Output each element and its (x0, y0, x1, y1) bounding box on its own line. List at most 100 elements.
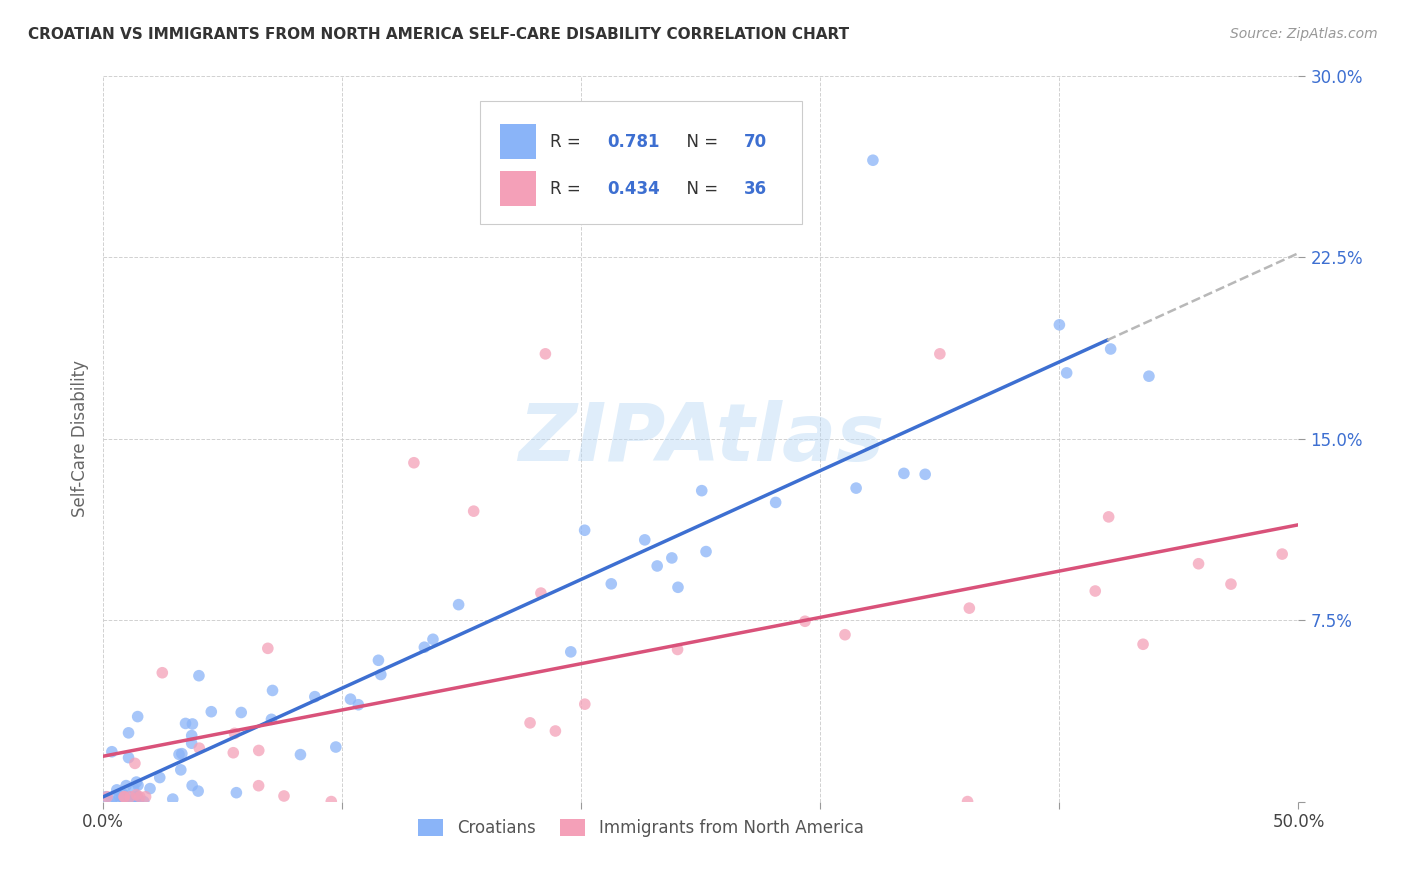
Point (100, 795, 122, 809)
Point (188, 741, 211, 756)
Legend: Croatians, Immigrants from North America: Croatians, Immigrants from North America (412, 813, 870, 844)
Point (634, 533, 657, 547)
Point (862, 153, 884, 168)
Point (928, 347, 950, 361)
Text: ZIPAtlas: ZIPAtlas (517, 400, 884, 477)
Point (273, 789, 295, 803)
Point (125, 788, 148, 802)
Point (834, 628, 856, 642)
Point (117, 726, 139, 740)
Point (1187, 557, 1209, 571)
Point (1137, 369, 1160, 384)
Point (534, 347, 557, 361)
Point (530, 586, 553, 600)
Point (695, 544, 717, 558)
Point (956, 795, 979, 809)
Point (893, 467, 915, 481)
Point (690, 483, 713, 498)
Point (262, 683, 284, 698)
Text: R =: R = (550, 133, 586, 151)
Text: 0.434: 0.434 (607, 180, 661, 198)
Point (127, 791, 149, 805)
Point (125, 775, 148, 789)
Point (112, 788, 135, 802)
Point (1132, 637, 1154, 651)
Point (108, 789, 131, 804)
Point (128, 789, 150, 804)
Point (167, 747, 190, 762)
Point (174, 716, 197, 731)
Point (139, 781, 162, 796)
Point (127, 795, 149, 809)
Point (122, 781, 145, 796)
Point (1098, 509, 1121, 524)
Point (181, 717, 204, 731)
Point (560, 645, 582, 659)
Point (247, 779, 270, 793)
Point (112, 789, 135, 804)
Point (121, 795, 143, 809)
Point (127, 778, 149, 792)
Point (111, 789, 134, 804)
Point (1047, 318, 1070, 332)
Point (125, 789, 148, 804)
Point (112, 789, 135, 804)
Point (135, 789, 157, 804)
Point (367, 653, 389, 667)
Point (101, 745, 124, 759)
Point (914, 467, 936, 482)
Point (132, 795, 155, 809)
Point (1056, 366, 1078, 380)
Point (347, 698, 370, 712)
Point (187, 669, 209, 683)
Point (544, 724, 567, 739)
Point (118, 789, 141, 804)
Point (112, 789, 135, 804)
Point (96, 789, 118, 804)
Y-axis label: Self-Care Disability: Self-Care Disability (72, 360, 89, 517)
Point (124, 756, 146, 771)
FancyBboxPatch shape (479, 101, 803, 225)
FancyBboxPatch shape (501, 124, 536, 159)
Point (600, 577, 623, 591)
Point (413, 640, 436, 655)
Point (957, 601, 980, 615)
Point (290, 747, 312, 762)
Text: N =: N = (676, 133, 723, 151)
Point (127, 789, 149, 804)
Point (574, 697, 596, 711)
FancyBboxPatch shape (501, 171, 536, 206)
Point (105, 783, 128, 797)
Point (180, 729, 202, 743)
Point (222, 746, 245, 760)
Point (260, 712, 283, 726)
Point (225, 786, 247, 800)
Text: CROATIAN VS IMMIGRANTS FROM NORTH AMERICA SELF-CARE DISABILITY CORRELATION CHART: CROATIAN VS IMMIGRANTS FROM NORTH AMERIC… (28, 27, 849, 42)
Point (150, 665, 173, 680)
Point (247, 743, 270, 757)
Text: Source: ZipAtlas.com: Source: ZipAtlas.com (1230, 27, 1378, 41)
Point (256, 641, 278, 656)
Point (1099, 342, 1122, 356)
Point (231, 706, 253, 720)
Point (447, 598, 470, 612)
Point (422, 632, 444, 647)
Point (170, 747, 193, 761)
Point (519, 715, 541, 730)
Point (339, 692, 361, 706)
Point (162, 792, 184, 806)
Point (120, 789, 142, 804)
Point (149, 771, 172, 785)
Text: R =: R = (550, 180, 586, 198)
Point (1271, 547, 1294, 561)
Point (115, 779, 138, 793)
Point (117, 750, 139, 764)
Point (127, 709, 149, 723)
Point (370, 667, 392, 681)
Point (463, 504, 485, 518)
Text: N =: N = (676, 180, 723, 198)
Text: 0.781: 0.781 (607, 133, 659, 151)
Point (187, 784, 209, 798)
Point (765, 495, 787, 509)
Point (321, 795, 343, 809)
